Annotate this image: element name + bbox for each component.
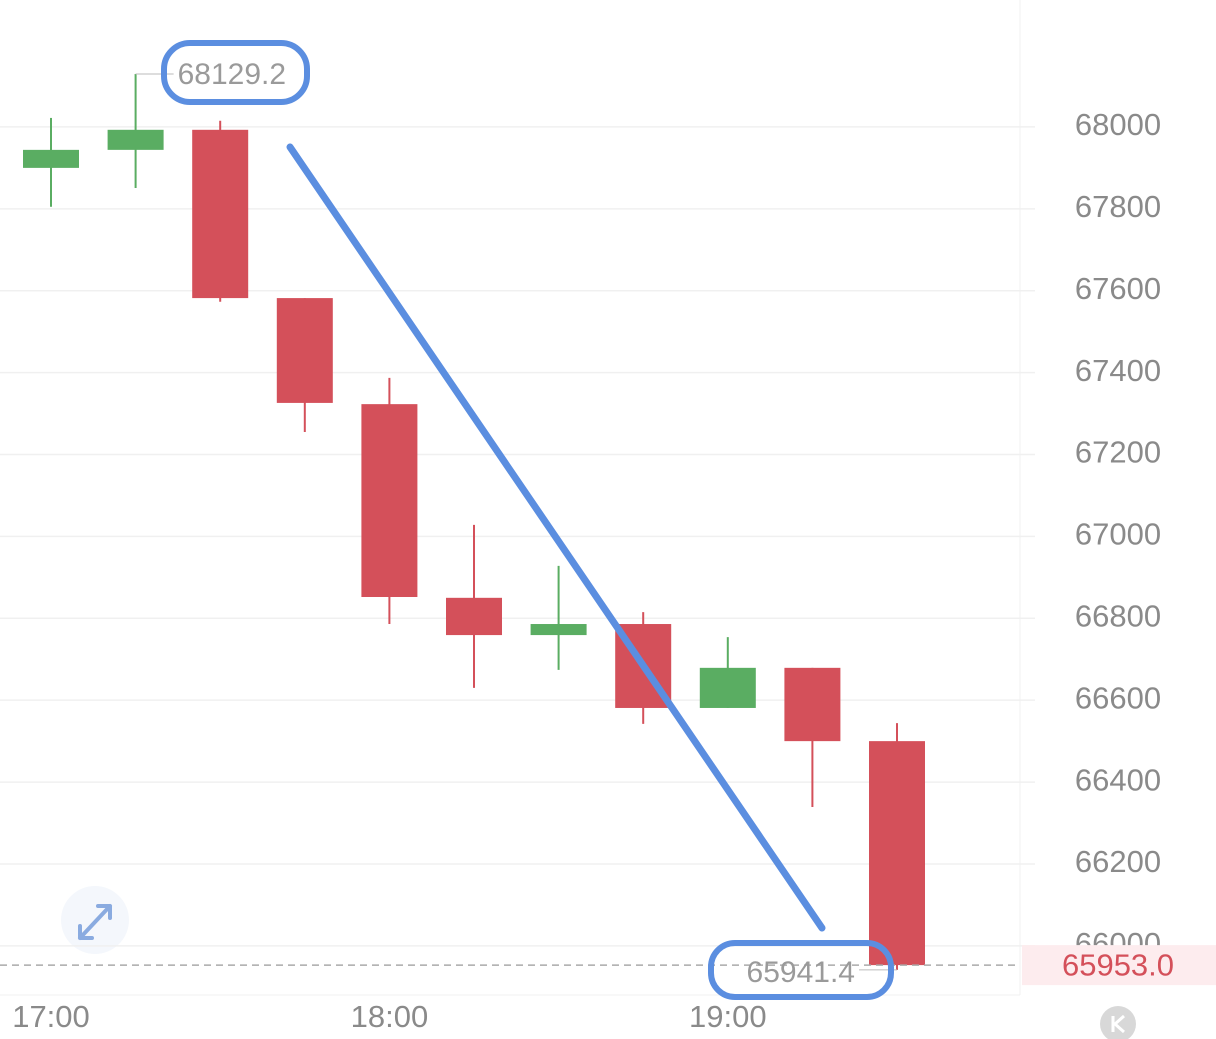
candle-body bbox=[784, 667, 841, 742]
current-price-label: 65953.0 bbox=[1062, 947, 1174, 982]
expand-icon[interactable] bbox=[78, 904, 112, 940]
candle-body bbox=[276, 298, 333, 403]
candle-body bbox=[192, 129, 249, 299]
expand-button[interactable] bbox=[61, 886, 129, 954]
k-icon[interactable] bbox=[1111, 1014, 1125, 1034]
plot: 6600066200664006660066800670006720067400… bbox=[0, 74, 1216, 1034]
candle-body bbox=[530, 624, 587, 636]
x-tick-label: 17:00 bbox=[12, 999, 90, 1034]
current-price-tag bbox=[1022, 945, 1216, 986]
y-tick-label: 67600 bbox=[1075, 271, 1161, 306]
annotations: 68129.2 65941.4 bbox=[135, 40, 897, 1000]
highlight-circle bbox=[708, 940, 894, 1000]
y-tick-label: 66400 bbox=[1075, 762, 1161, 797]
y-tick-label: 67400 bbox=[1075, 353, 1161, 388]
y-tick-label: 66200 bbox=[1075, 844, 1161, 879]
max-label: 68129.2 bbox=[178, 58, 286, 91]
y-tick-label: 66600 bbox=[1075, 680, 1161, 715]
x-tick-label: 18:00 bbox=[351, 999, 429, 1034]
min-label: 65941.4 bbox=[747, 956, 855, 989]
highlight-circle bbox=[161, 40, 310, 105]
trend-line bbox=[286, 143, 826, 932]
x-tick-label: 19:00 bbox=[689, 999, 767, 1034]
y-tick-label: 67800 bbox=[1075, 189, 1161, 224]
candle-body bbox=[361, 404, 418, 597]
candle-body bbox=[107, 129, 164, 150]
candle-body bbox=[699, 667, 756, 708]
candle-body bbox=[446, 597, 502, 636]
candle-body bbox=[23, 149, 79, 168]
y-tick-label: 67000 bbox=[1075, 517, 1161, 552]
candle-body bbox=[869, 741, 925, 966]
y-tick-label: 68000 bbox=[1075, 107, 1161, 142]
k-button[interactable] bbox=[1100, 1006, 1136, 1039]
price-axis-panel bbox=[1020, 0, 1216, 1039]
y-tick-label: 67200 bbox=[1075, 435, 1161, 470]
y-tick-label: 66800 bbox=[1075, 598, 1161, 633]
